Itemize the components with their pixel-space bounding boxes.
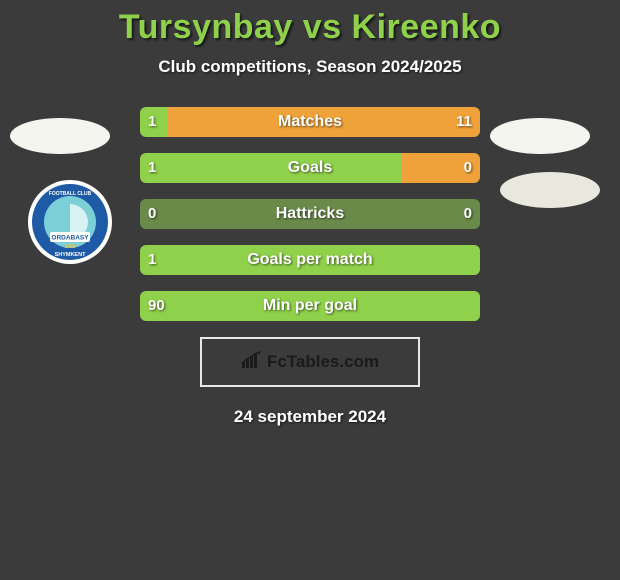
stat-row: 00Hattricks	[140, 199, 480, 229]
stat-label: Matches	[140, 107, 480, 137]
stat-label: Hattricks	[140, 199, 480, 229]
brand-chart-icon	[241, 351, 263, 374]
comparison-card: Tursynbay vs Kireenko Club competitions,…	[0, 0, 620, 580]
stat-row: 1Goals per match	[140, 245, 480, 275]
page-title: Tursynbay vs Kireenko	[0, 0, 620, 47]
stat-row: 90Min per goal	[140, 291, 480, 321]
stat-label: Min per goal	[140, 291, 480, 321]
brand-box[interactable]: FcTables.com	[200, 337, 420, 387]
page-subtitle: Club competitions, Season 2024/2025	[0, 57, 620, 77]
stat-bars: 111Matches 10Goals 00Hattricks 1Goals per m…	[0, 107, 620, 321]
brand-label: FcTables.com	[267, 352, 379, 372]
footer-date: 24 september 2024	[0, 407, 620, 427]
stat-row: 10Goals	[140, 153, 480, 183]
stat-label: Goals	[140, 153, 480, 183]
stat-row: 111Matches	[140, 107, 480, 137]
stat-label: Goals per match	[140, 245, 480, 275]
